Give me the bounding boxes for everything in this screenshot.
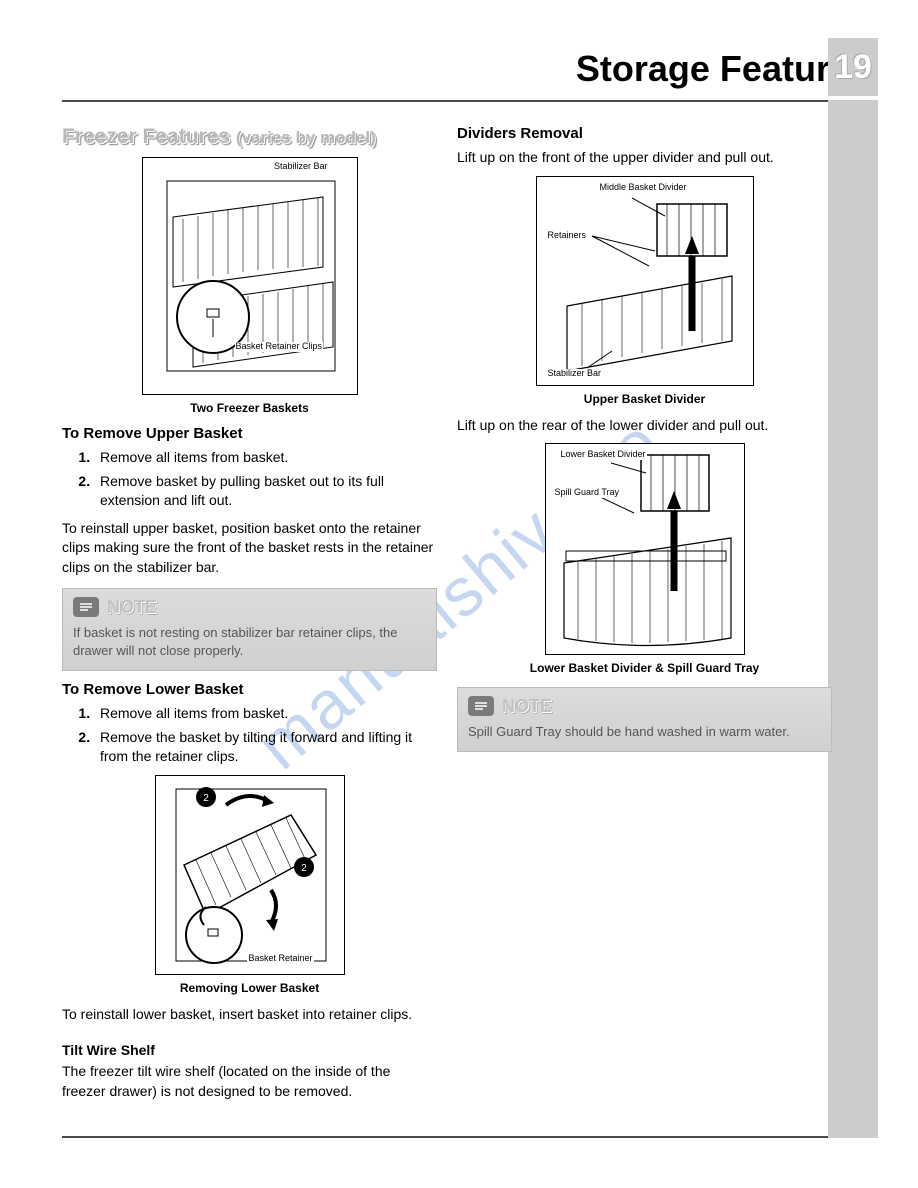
page-header: Storage Features 19 <box>62 48 878 90</box>
heading-remove-upper: To Remove Upper Basket <box>62 425 437 442</box>
list-item: Remove all items from basket. <box>94 448 437 468</box>
note-text: Spill Guard Tray should be hand washed i… <box>468 723 821 741</box>
note-box: NOTE If basket is not resting on stabili… <box>62 588 437 671</box>
list-item: Remove all items from basket. <box>94 704 437 724</box>
upper-basket-steps: Remove all items from basket. Remove bas… <box>94 448 437 511</box>
diagram-icon <box>143 157 357 395</box>
figure-caption: Upper Basket Divider <box>457 392 832 406</box>
heading-tilt-shelf: Tilt Wire Shelf <box>62 1042 437 1058</box>
svg-text:2: 2 <box>301 863 307 874</box>
figure-caption: Lower Basket Divider & Spill Guard Tray <box>457 661 832 677</box>
rule-top <box>62 100 876 102</box>
figure-label: Basket Retainer <box>247 954 313 964</box>
list-item: Remove basket by pulling basket out to i… <box>94 472 437 511</box>
note-icon <box>73 597 99 617</box>
figure-label: Stabilizer Bar <box>273 162 329 172</box>
section-title-sub: (varies by model) <box>236 128 376 147</box>
note-box: NOTE Spill Guard Tray should be hand was… <box>457 687 832 752</box>
body-text: To reinstall lower basket, insert basket… <box>62 1005 437 1025</box>
figure-label: Spill Guard Tray <box>554 488 621 498</box>
list-item: Remove the basket by tilting it forward … <box>94 728 437 767</box>
note-header: NOTE <box>468 696 821 717</box>
diagram-icon <box>546 443 744 655</box>
note-text: If basket is not resting on stabilizer b… <box>73 624 426 660</box>
figure-label: Retainers <box>547 231 588 241</box>
rule-bottom <box>62 1136 828 1138</box>
right-margin-bar <box>828 100 878 1138</box>
page-number: 19 <box>834 48 872 87</box>
heading-dividers-removal: Dividers Removal <box>457 125 832 142</box>
figure-two-baskets: Stabilizer Bar Basket Retainer Clips <box>142 157 358 395</box>
body-text: The freezer tilt wire shelf (located on … <box>62 1062 437 1101</box>
note-label: NOTE <box>107 597 157 618</box>
figure-caption: Removing Lower Basket <box>62 981 437 995</box>
left-column: Freezer Features (varies by model) Stabi… <box>62 125 437 1110</box>
figure-label: Basket Retainer Clips <box>235 342 324 352</box>
figure-caption: Two Freezer Baskets <box>62 401 437 415</box>
figure-upper-divider: Middle Basket Divider Retainers Stabiliz… <box>536 176 754 386</box>
section-title-freezer: Freezer Features (varies by model) <box>62 125 437 149</box>
diagram-icon: 2 2 <box>156 775 344 975</box>
right-column: Dividers Removal Lift up on the front of… <box>457 125 832 1110</box>
diagram-icon <box>537 176 753 386</box>
figure-lower-divider: Lower Basket Divider Spill Guard Tray <box>545 443 745 655</box>
content-area: Freezer Features (varies by model) Stabi… <box>62 125 832 1110</box>
body-text: Lift up on the front of the upper divide… <box>457 148 832 168</box>
body-text: To reinstall upper basket, position bask… <box>62 519 437 578</box>
note-icon <box>468 696 494 716</box>
body-text: Lift up on the rear of the lower divider… <box>457 416 832 436</box>
svg-text:2: 2 <box>203 793 209 804</box>
note-header: NOTE <box>73 597 426 618</box>
lower-basket-steps: Remove all items from basket. Remove the… <box>94 704 437 767</box>
figure-label: Lower Basket Divider <box>560 450 647 460</box>
note-label: NOTE <box>502 696 552 717</box>
figure-label: Stabilizer Bar <box>547 369 603 379</box>
heading-remove-lower: To Remove Lower Basket <box>62 681 437 698</box>
figure-label: Middle Basket Divider <box>599 183 688 193</box>
page-number-box: 19 <box>828 38 878 96</box>
figure-remove-lower: Basket Retainer 2 2 <box>155 775 345 975</box>
section-title-main: Freezer Features <box>62 125 230 148</box>
